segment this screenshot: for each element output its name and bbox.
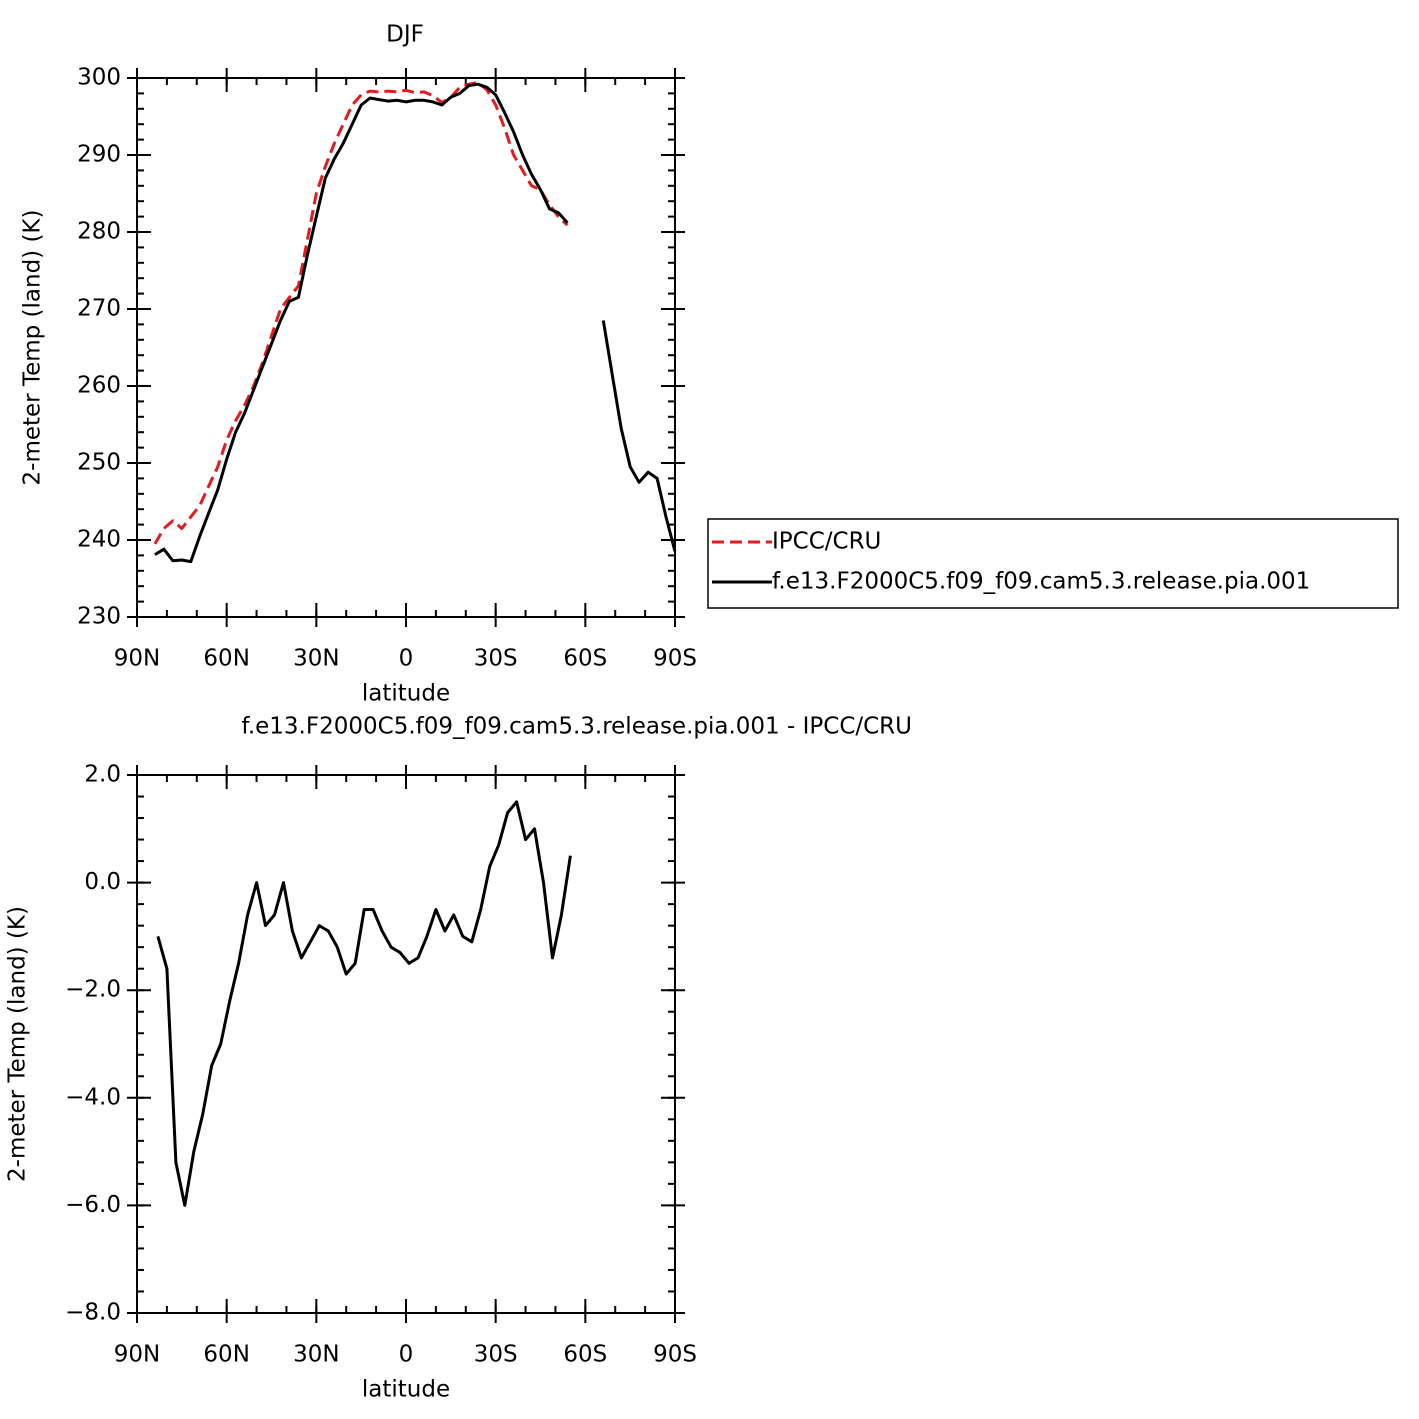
y-axis-label: 2-meter Temp (land) (K): [20, 210, 46, 486]
x-tick-label: 60S: [563, 646, 607, 672]
data-line: [153, 81, 569, 545]
y-tick-label: −6.0: [65, 1192, 121, 1218]
y-tick-label: 250: [77, 450, 121, 476]
y-tick-label: 260: [77, 373, 121, 399]
x-tick-label: 90N: [114, 646, 160, 672]
chart-title: DJF: [386, 22, 424, 48]
data-line: [154, 82, 677, 564]
y-tick-label: 290: [77, 142, 121, 168]
x-axis-label: latitude: [362, 1377, 450, 1403]
x-tick-label: 0: [399, 1342, 414, 1368]
plot-frame: [136, 774, 676, 1314]
y-tick-label: 280: [77, 219, 121, 245]
x-tick-label: 90S: [653, 646, 697, 672]
x-tick-label: 90S: [653, 1342, 697, 1368]
y-tick-label: 300: [77, 65, 121, 91]
x-tick-label: 90N: [114, 1342, 160, 1368]
legend-label: f.e13.F2000C5.f09_f09.cam5.3.release.pia…: [772, 569, 1310, 595]
y-tick-label: 240: [77, 527, 121, 553]
chart-title: f.e13.F2000C5.f09_f09.cam5.3.release.pia…: [241, 714, 912, 740]
x-tick-label: 30N: [293, 646, 339, 672]
y-tick-label: −8.0: [65, 1300, 121, 1326]
x-tick-label: 0: [399, 646, 414, 672]
y-tick-label: −2.0: [65, 977, 121, 1003]
y-tick-label: 270: [77, 296, 121, 322]
x-tick-label: 30S: [474, 646, 518, 672]
y-tick-label: 2.0: [84, 762, 121, 788]
data-line: [156, 800, 572, 1207]
x-tick-label: 30N: [293, 1342, 339, 1368]
plot-frame: [136, 77, 676, 618]
x-tick-label: 60N: [203, 1342, 249, 1368]
y-tick-label: 0.0: [84, 869, 121, 895]
x-tick-label: 30S: [474, 1342, 518, 1368]
x-tick-label: 60S: [563, 1342, 607, 1368]
x-tick-label: 60N: [203, 646, 249, 672]
y-tick-label: 230: [77, 604, 121, 630]
y-axis-label: 2-meter Temp (land) (K): [5, 906, 31, 1182]
x-axis-label: latitude: [362, 681, 450, 707]
legend-box: [707, 518, 1399, 609]
y-tick-label: −4.0: [65, 1084, 121, 1110]
legend-label: IPCC/CRU: [772, 529, 881, 555]
